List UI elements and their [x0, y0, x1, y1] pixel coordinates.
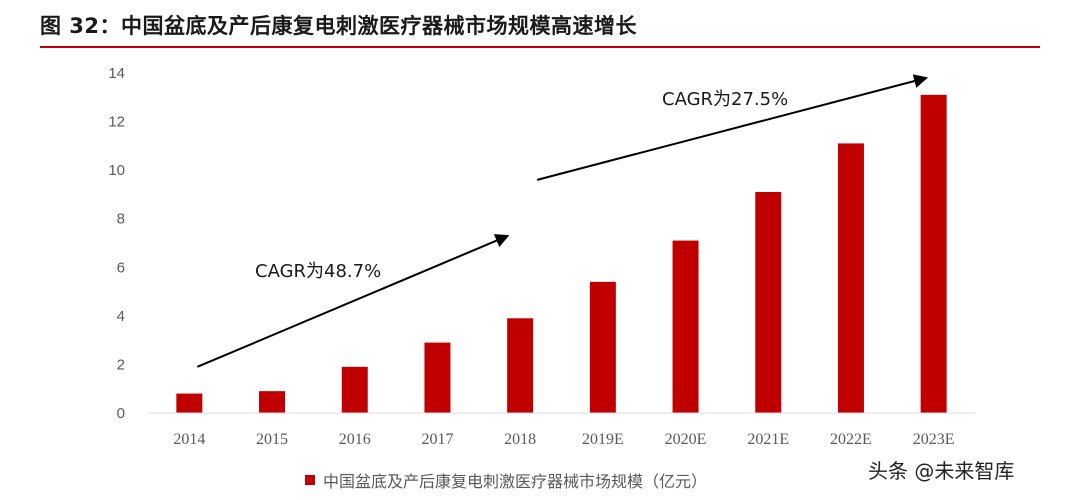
bar	[589, 281, 616, 413]
y-tick-label: 0	[117, 405, 125, 422]
cagr-arrow	[536, 74, 929, 181]
legend: 中国盆底及产后康复电刺激医疗器械市场规模（亿元）	[305, 468, 707, 492]
cagr-label: CAGR为48.7%	[255, 261, 381, 282]
x-tick-label: 2020E	[665, 431, 707, 448]
bar	[837, 143, 864, 413]
watermark: 头条 @未来智库	[868, 459, 1015, 483]
bar	[259, 391, 286, 413]
legend-swatch	[305, 475, 315, 485]
x-tick-label: 2015	[256, 431, 288, 448]
x-tick-label: 2018	[504, 431, 536, 448]
x-axis: 2014 2015 2016 2017 2018 2019E 2020E 2021E 2022E…	[173, 431, 954, 448]
x-tick-label: 2016	[339, 431, 371, 448]
bars	[176, 94, 947, 413]
cagr-label: CAGR为27.5%	[662, 89, 788, 110]
bar	[920, 94, 947, 413]
y-tick-label: 6	[117, 259, 125, 276]
title-rule	[40, 46, 1040, 48]
x-tick-label: 2023E	[913, 431, 955, 448]
x-tick-label: 2019E	[582, 431, 624, 448]
y-tick-label: 4	[117, 308, 125, 325]
chart-title: 图 32：中国盆底及产后康复电刺激医疗器械市场规模高速增长	[40, 14, 638, 38]
y-tick-label: 12	[108, 114, 125, 131]
cagr-arrow	[196, 234, 510, 368]
y-tick-label: 14	[108, 65, 125, 82]
chart-header: 图 32：中国盆底及产后康复电刺激医疗器械市场规模高速增长	[40, 10, 1040, 48]
x-tick-label: 2017	[421, 431, 453, 448]
bar	[755, 192, 782, 413]
bar	[424, 342, 451, 413]
cagr-annotations: CAGR为48.7% CAGR为27.5%	[196, 74, 929, 368]
x-tick-label: 2014	[173, 431, 205, 448]
x-tick-label: 2021E	[747, 431, 789, 448]
bar	[672, 240, 699, 413]
y-tick-label: 10	[108, 162, 125, 179]
bar	[176, 393, 203, 413]
x-tick-label: 2022E	[830, 431, 872, 448]
legend-label: 中国盆底及产后康复电刺激医疗器械市场规模（亿元）	[323, 472, 708, 491]
y-axis: 0 2 4 6 8 10 12 14	[108, 65, 125, 422]
y-tick-label: 2	[117, 356, 125, 373]
bar	[341, 366, 368, 413]
bar	[507, 318, 534, 413]
y-tick-label: 8	[117, 211, 125, 228]
